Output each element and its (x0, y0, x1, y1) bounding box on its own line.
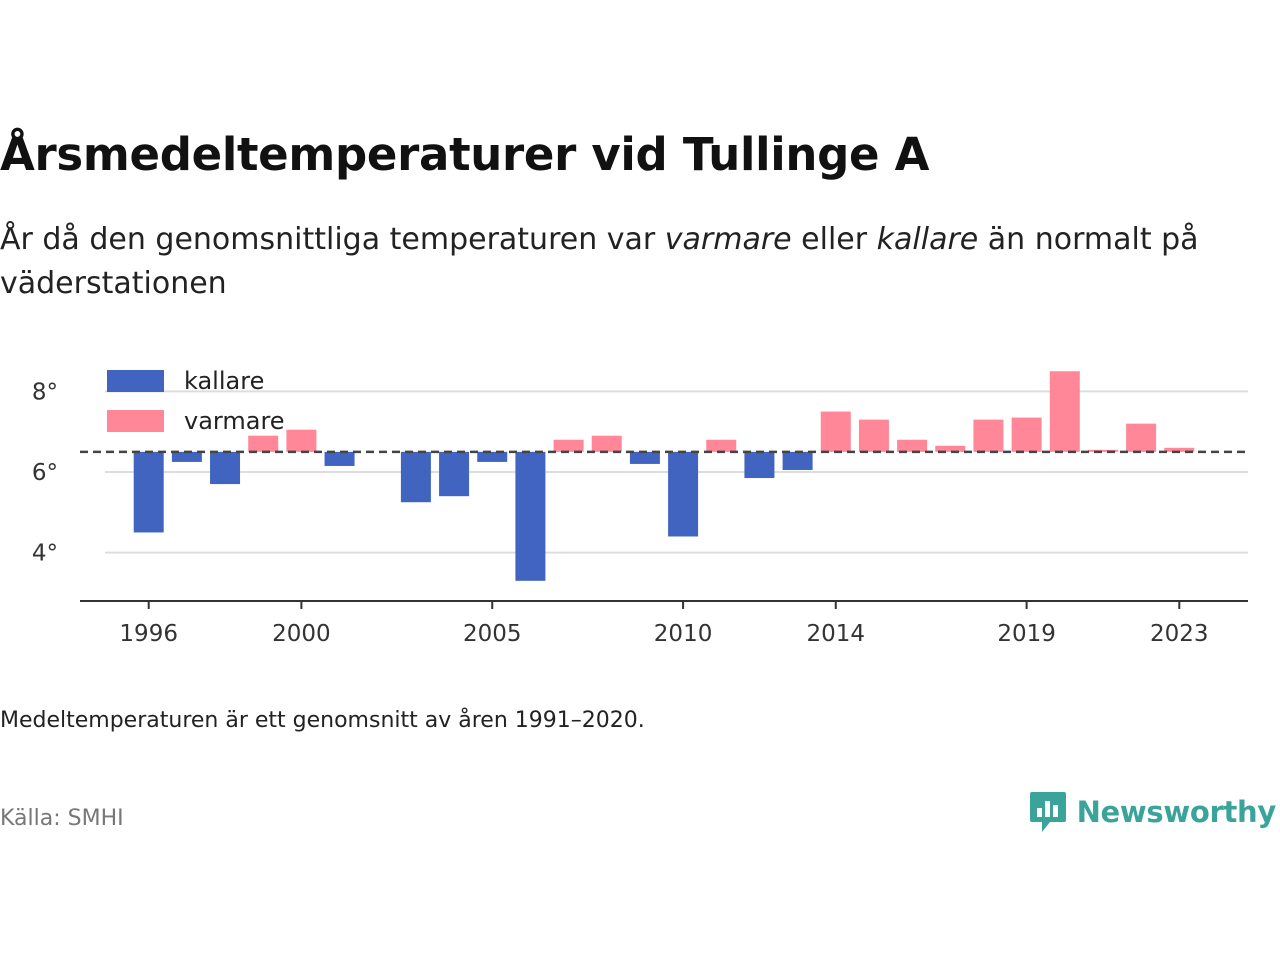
bar-2003 (400, 451, 431, 503)
bar-2020 (1049, 371, 1080, 452)
x-tick-label-2023: 2023 (1150, 621, 1209, 647)
y-tick-label-6: 6° (32, 460, 58, 486)
bar-2018 (973, 419, 1004, 452)
subtitle-warmer: varmare (664, 222, 792, 257)
chart-note: Medeltemperaturen är ett genomsnitt av å… (0, 708, 645, 733)
bar-2019 (1011, 417, 1042, 452)
newsworthy-logo-icon (1029, 792, 1066, 832)
x-tick-label-2014: 2014 (806, 621, 865, 647)
legend-label-varmare: varmare (184, 407, 285, 435)
bar-1997 (171, 451, 202, 462)
bar-2015 (858, 419, 889, 452)
bar-2011 (706, 439, 737, 452)
subtitle-colder: kallare (876, 222, 979, 257)
x-tick-label-2019: 2019 (997, 621, 1056, 647)
chart-title: Årsmedeltemperaturer vid Tullinge A (0, 128, 930, 181)
x-tick-label-2010: 2010 (654, 621, 713, 647)
subtitle-part3: än normalt på väderstationen (0, 222, 1199, 301)
legend-label-kallare: kallare (184, 367, 264, 395)
source-credit: Källa: SMHI (0, 806, 124, 831)
bar-2016 (897, 439, 928, 452)
bar-2022 (1126, 423, 1157, 452)
bar-2021 (1087, 449, 1118, 452)
brand-name: Newsworthy (1076, 795, 1277, 829)
newsworthy-brand[interactable]: Newsworthy (1029, 790, 1276, 834)
subtitle-part2: eller (791, 222, 877, 257)
subtitle-part1: År då den genomsnittliga temperaturen va… (0, 222, 665, 257)
bar-2004 (439, 451, 470, 497)
y-tick-label-8: 8° (32, 379, 58, 405)
bar-2006 (515, 451, 546, 581)
bar-2005 (477, 451, 508, 462)
bar-2012 (744, 451, 775, 479)
x-tick-label-2000: 2000 (272, 621, 331, 647)
bar-2008 (591, 435, 622, 452)
bar-2001 (324, 451, 355, 466)
bar-1998 (210, 451, 241, 485)
bar-2017 (935, 445, 966, 452)
bar-2023 (1164, 447, 1195, 452)
y-tick-label-4: 4° (32, 541, 58, 567)
bar-1996 (133, 451, 164, 533)
bar-1999 (248, 435, 279, 452)
x-tick-label-1996: 1996 (119, 621, 178, 647)
chart-subtitle: År då den genomsnittliga temperaturen va… (0, 218, 1275, 306)
bar-2014 (820, 411, 851, 452)
x-tick-label-2005: 2005 (463, 621, 522, 647)
legend-swatch-kallare (107, 370, 164, 392)
bar-2013 (782, 451, 813, 470)
temperature-bar-chart: 4° 6° 8° 1996 2000 2005 2010 2014 2019 2023 kallar… (32, 367, 1248, 647)
bar-2010 (668, 451, 699, 537)
bar-2007 (553, 439, 584, 452)
bar-2009 (629, 451, 660, 464)
legend-swatch-varmare (107, 410, 164, 432)
bar-2000 (286, 429, 317, 452)
